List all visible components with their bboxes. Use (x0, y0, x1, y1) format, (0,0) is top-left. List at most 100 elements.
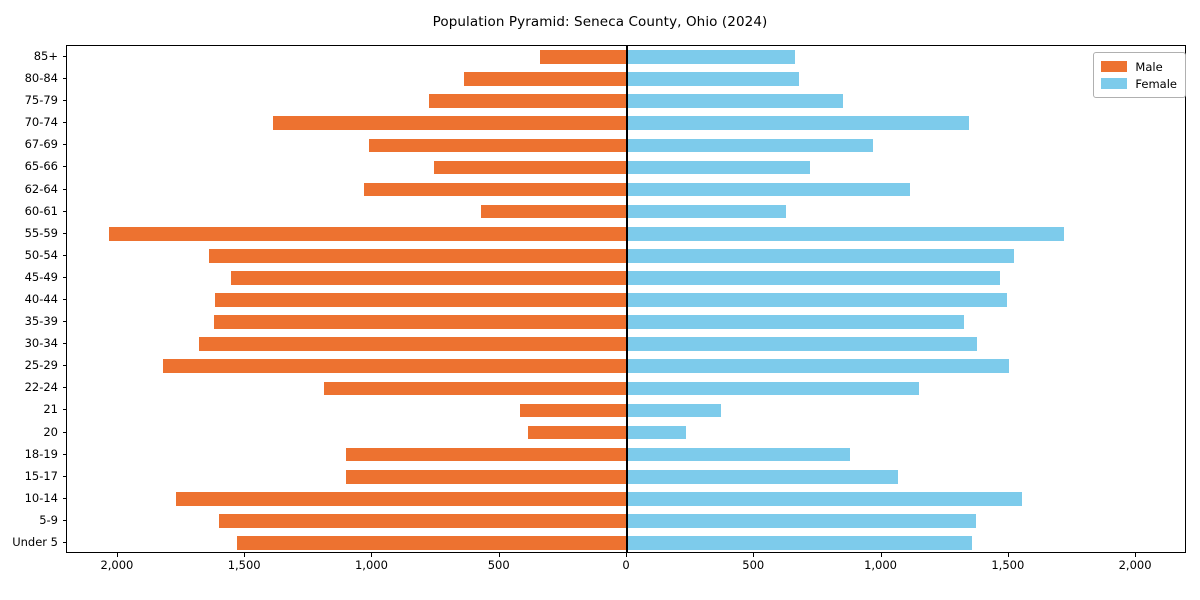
bar-female (627, 94, 844, 109)
x-tick-label: 1,500 (227, 558, 261, 572)
bar-row (67, 248, 1185, 263)
chart-title: Population Pyramid: Seneca County, Ohio … (432, 14, 768, 30)
bar-row (67, 536, 1185, 550)
x-tick-mark (626, 553, 627, 557)
y-tick-label: 10-14 (24, 490, 58, 505)
y-tick-mark (62, 387, 66, 389)
bar-row (67, 72, 1185, 86)
y-tick-mark (62, 144, 66, 146)
y-tick-label: 45-49 (24, 269, 58, 284)
x-tick-mark (116, 553, 118, 557)
y-tick-mark (62, 276, 66, 278)
x-tick-label: 2,000 (1118, 558, 1152, 572)
x-tick-mark (498, 553, 500, 557)
bar-female (627, 536, 972, 550)
legend-entry: Female (1101, 75, 1177, 92)
bar-male (236, 536, 627, 550)
bar-male (176, 491, 627, 506)
x-tick-label: 0 (622, 558, 630, 572)
y-tick-mark (62, 431, 66, 433)
y-tick-mark (62, 254, 66, 256)
bar-male (345, 447, 627, 462)
x-tick-mark (371, 553, 373, 557)
bar-male (364, 182, 627, 197)
x-tick-mark (753, 553, 755, 557)
bar-male (323, 381, 627, 396)
bar-female (627, 204, 786, 219)
y-tick-mark (62, 232, 66, 234)
y-tick-mark (62, 100, 66, 102)
bar-row (67, 403, 1185, 418)
x-tick-label: 2,000 (100, 558, 134, 572)
bar-female (627, 50, 796, 64)
y-tick-label: 18-19 (24, 446, 58, 461)
bar-male (520, 403, 627, 418)
bar-male (230, 271, 627, 285)
bar-female (627, 248, 1015, 263)
x-tick-mark (880, 553, 882, 557)
bar-female (627, 491, 1023, 506)
y-tick-label: 80-84 (24, 71, 58, 86)
y-tick-label: 25-29 (24, 358, 58, 373)
bar-female (627, 138, 874, 153)
legend-label: Male (1135, 59, 1163, 74)
bar-female (627, 425, 687, 440)
y-tick-label: 40-44 (24, 292, 58, 306)
bar-row (67, 491, 1185, 506)
chart-legend: Male Female (1093, 52, 1186, 98)
bar-row (67, 204, 1185, 219)
bar-female (627, 182, 911, 197)
bar-row (67, 116, 1185, 131)
bar-male (527, 425, 627, 440)
legend-swatch-icon (1101, 78, 1128, 89)
bar-male (433, 160, 627, 175)
bar-male (214, 315, 627, 329)
bar-row (67, 447, 1185, 462)
bar-male (219, 514, 627, 528)
bar-row (67, 50, 1185, 64)
y-tick-mark (62, 299, 66, 300)
bar-row (67, 271, 1185, 285)
y-tick-label: 22-24 (24, 380, 58, 395)
x-axis-labels: 2,000 1,500 1,000 500 0 500 1,000 1,500 2,000 (66, 558, 1186, 578)
y-tick-mark (62, 321, 66, 323)
y-tick-label: 75-79 (24, 93, 58, 108)
bar-female (627, 226, 1065, 241)
y-tick-mark (62, 78, 66, 80)
y-tick-label: 85+ (33, 49, 58, 64)
y-tick-mark (62, 519, 66, 521)
x-tick-mark (1007, 553, 1009, 557)
bars-layer (67, 46, 1185, 552)
x-tick-mark (1135, 553, 1137, 557)
bar-female (627, 381, 919, 396)
bar-male (198, 337, 627, 351)
bar-female (627, 447, 850, 462)
y-tick-label: 70-74 (24, 115, 58, 130)
bar-male (109, 226, 627, 241)
y-tick-label: 30-34 (24, 336, 58, 351)
bar-row (67, 160, 1185, 175)
bar-male (208, 248, 627, 263)
bar-female (627, 315, 964, 329)
plot-area (66, 45, 1186, 553)
bar-male (464, 72, 627, 86)
x-axis-ticks (66, 553, 1186, 557)
y-tick-mark (62, 453, 66, 455)
x-tick-mark (244, 553, 246, 557)
legend-label: Female (1135, 76, 1177, 91)
y-tick-mark (62, 497, 66, 499)
bar-row (67, 138, 1185, 153)
bar-male (429, 94, 627, 109)
bar-female (627, 293, 1007, 307)
bar-row (67, 337, 1185, 351)
y-tick-mark (62, 475, 66, 477)
bar-female (627, 160, 811, 175)
y-tick-label: 5-9 (39, 512, 58, 527)
x-tick-label: 500 (742, 558, 765, 572)
bar-female (627, 116, 969, 131)
bar-row (67, 425, 1185, 440)
x-tick-label: 1,500 (991, 558, 1025, 572)
y-tick-label: 50-54 (24, 247, 58, 262)
y-tick-label: 62-64 (24, 181, 58, 196)
bar-row (67, 293, 1185, 307)
